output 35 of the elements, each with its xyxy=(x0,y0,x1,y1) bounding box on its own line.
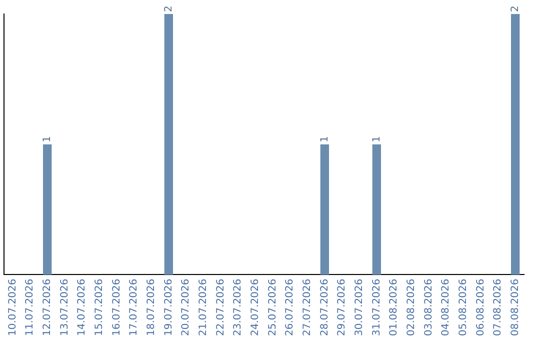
data-label: 2 xyxy=(510,6,521,12)
x-tick-label: 10.07.2026 xyxy=(7,278,18,336)
x-tick-label: 21.07.2026 xyxy=(198,278,209,336)
data-label: 1 xyxy=(319,136,330,142)
x-tick-label: 18.07.2026 xyxy=(146,278,157,336)
x-tick-label: 26.07.2026 xyxy=(284,278,296,336)
data-label: 1 xyxy=(371,136,382,142)
x-tick-label: 27.07.2026 xyxy=(302,278,313,336)
x-tick-label: 22.07.2026 xyxy=(215,278,226,336)
x-tick-label: 16.07.2026 xyxy=(111,278,122,336)
x-tick-label: 05.08.2026 xyxy=(458,278,469,336)
x-tick-label: 06.08.2026 xyxy=(475,278,486,336)
x-tick-label: 01.08.2026 xyxy=(388,278,400,336)
data-label: 2 xyxy=(163,6,174,12)
x-tick-label: 25.07.2026 xyxy=(267,278,278,336)
x-tick-label: 28.07.2026 xyxy=(319,278,330,336)
x-tick-label: 20.07.2026 xyxy=(180,278,192,336)
x-tick-label: 04.08.2026 xyxy=(440,278,452,336)
x-tick-label: 30.07.2026 xyxy=(354,278,365,336)
x-tick-label: 15.07.2026 xyxy=(94,278,105,336)
x-tick-label: 08.08.2026 xyxy=(510,278,521,336)
x-tick-label: 23.07.2026 xyxy=(232,278,244,336)
x-tick-label: 13.07.2026 xyxy=(59,278,70,336)
data-label: 1 xyxy=(42,136,53,142)
x-tick-label: 11.07.2026 xyxy=(24,278,36,336)
x-tick-label: 12.07.2026 xyxy=(42,278,53,336)
x-tick-label: 29.07.2026 xyxy=(336,278,348,336)
x-tick-label: 14.07.2026 xyxy=(76,278,88,336)
x-tick-label: 03.08.2026 xyxy=(423,278,434,336)
x-tick-label: 19.07.2026 xyxy=(163,278,174,336)
x-tick-label: 24.07.2026 xyxy=(250,278,261,336)
x-tick-label: 02.08.2026 xyxy=(406,278,417,336)
x-tick-label: 07.08.2026 xyxy=(492,278,504,336)
x-tick-label: 31.07.2026 xyxy=(371,278,382,336)
x-tick-label: 17.07.2026 xyxy=(128,278,140,336)
